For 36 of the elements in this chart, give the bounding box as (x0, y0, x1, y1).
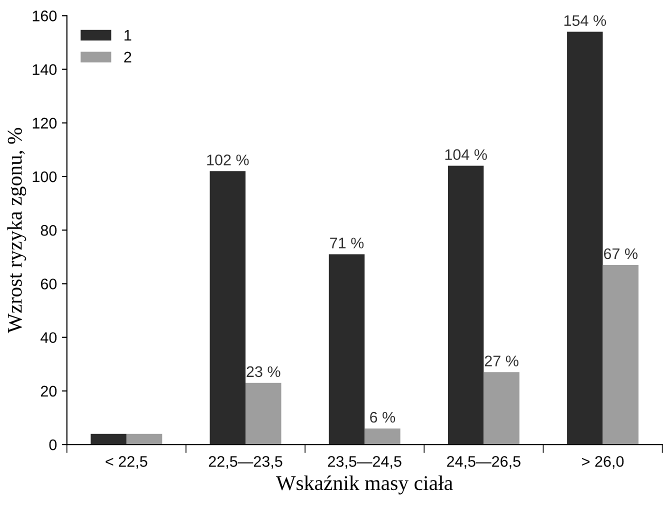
legend-label: 1 (124, 30, 132, 41)
y-axis-title: Wzrost ryzyka zgonu, % (7, 128, 26, 334)
y-tick-label: 20 (40, 386, 57, 397)
bar (328, 254, 365, 445)
x-tick-label: 24,5—26,5 (447, 456, 520, 469)
data-label: 27 % (484, 356, 518, 366)
x-tick-label: < 22,5 (106, 456, 148, 469)
data-label: 71 % (330, 238, 364, 248)
bar (364, 428, 400, 445)
bar (90, 434, 126, 445)
data-label: 23 % (246, 366, 280, 378)
data-label: 154 % (564, 15, 606, 26)
bar (246, 382, 282, 445)
y-tick-label: 120 (32, 118, 57, 129)
y-tick-label: 80 (40, 224, 57, 236)
x-tick-label: 23,5—24,5 (328, 456, 402, 469)
legend-label: 2 (124, 52, 132, 62)
x-axis-title: Wskaźnik masy ciała (276, 475, 453, 494)
bar (567, 32, 603, 445)
y-tick-label: 140 (32, 64, 57, 75)
bar (448, 166, 484, 445)
data-label: 102 % (207, 154, 249, 166)
bar (602, 264, 638, 445)
y-tick-label: 100 (32, 171, 57, 182)
data-label: 6 % (370, 412, 396, 423)
x-tick-label: 22,5—23,5 (208, 456, 282, 469)
data-label: 104 % (445, 149, 487, 160)
y-tick-label: 40 (40, 332, 57, 344)
data-label: 67 % (604, 248, 638, 260)
y-tick-label: 160 (32, 10, 57, 22)
y-tick-label: 60 (40, 278, 57, 290)
bar (126, 434, 162, 445)
bar (210, 171, 246, 445)
x-tick-label: > 26,0 (582, 456, 624, 469)
y-tick-label: 0 (49, 439, 57, 450)
bar (484, 372, 520, 445)
